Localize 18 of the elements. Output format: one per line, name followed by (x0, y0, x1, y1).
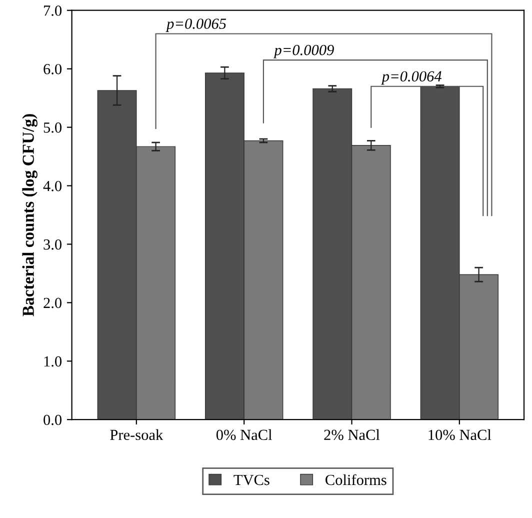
y-tick-label: 2.0 (44, 298, 62, 308)
y-tick-label: 3.0 (44, 239, 62, 250)
x-tick-label: 0% NaCl (216, 429, 272, 440)
annotation: p=0.0064 (381, 71, 442, 85)
legend-label: TVCs (234, 474, 270, 486)
y-tick-label: 6.0 (44, 64, 62, 74)
x-tick-label: 10% NaCl (428, 429, 492, 440)
x-tick-label: Pre-soak (110, 429, 164, 440)
annotation: p=0.0065 (166, 18, 226, 32)
y-tick-label: 1.0 (44, 356, 62, 367)
y-tick-label: 5.0 (44, 122, 62, 133)
y-axis-title: Bacterial counts (log CFU/g) (22, 114, 38, 316)
y-tick-label: 4.0 (43, 180, 62, 192)
annotation: p=0.0009 (273, 44, 334, 58)
y-tick-label: 7.0 (44, 6, 62, 16)
legend-label: Coliforms (326, 474, 386, 486)
x-tick-label: 2% NaCl (324, 429, 380, 440)
y-tick-label: 0.0 (44, 414, 62, 426)
